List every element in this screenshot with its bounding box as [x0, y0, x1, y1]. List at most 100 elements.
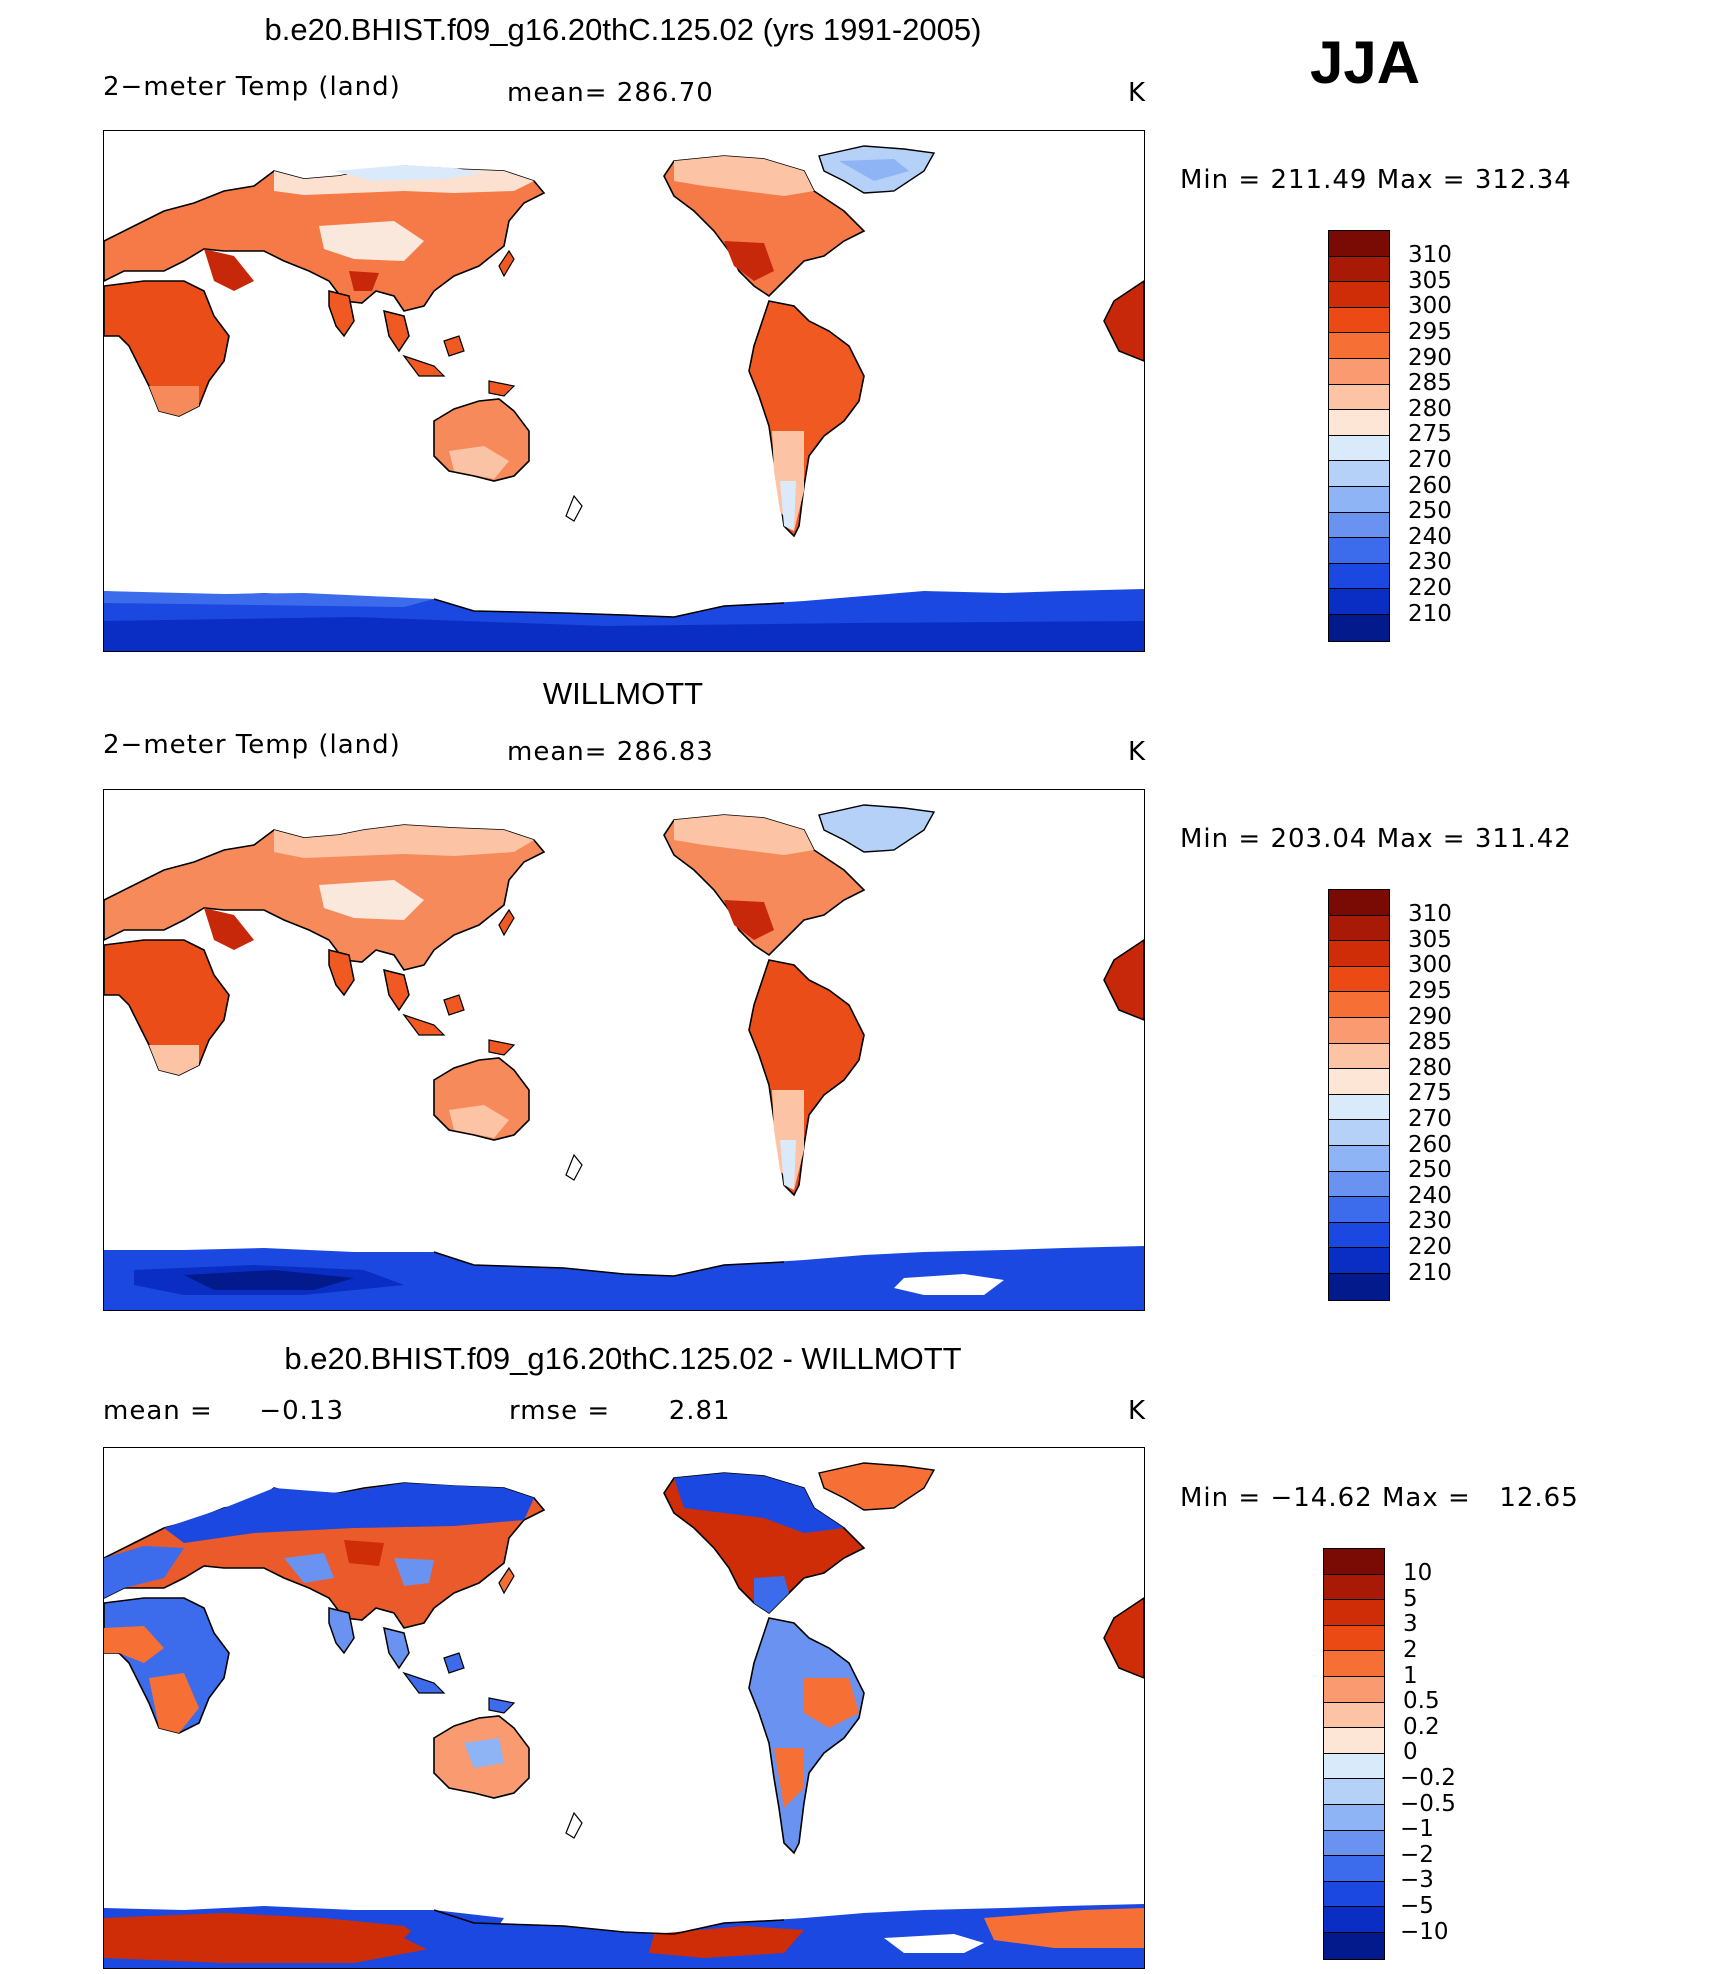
panel2-stat: mean= 286.83 — [507, 737, 714, 767]
colorbar-tick-label: −0.5 — [1400, 1790, 1456, 1817]
panel2-landmass — [104, 804, 1144, 1310]
panel1-title: b.e20.BHIST.f09_g16.20thC.125.02 (yrs 19… — [264, 12, 982, 47]
panel2-min-eq: = — [1238, 824, 1262, 854]
colorbar-swatch — [1329, 333, 1389, 359]
colorbar-swatch — [1329, 1120, 1389, 1146]
colorbar-swatch — [1329, 384, 1389, 411]
colorbar-tick-label: 230 — [1408, 1208, 1452, 1235]
colorbar-swatch — [1329, 941, 1389, 967]
colorbar-tick-label: 290 — [1408, 344, 1452, 371]
colorbar-swatch — [1329, 1017, 1389, 1044]
season-label: JJA — [1310, 29, 1421, 96]
panel1-min-label: Min — [1180, 165, 1230, 195]
panel1-max-label: Max — [1376, 165, 1434, 195]
panel1-min-value: 211.49 — [1270, 165, 1368, 195]
colorbar-tick-label: 220 — [1408, 1233, 1452, 1260]
colorbar-tick-label: 10 — [1403, 1560, 1433, 1587]
colorbar-swatch — [1329, 231, 1389, 257]
panel2-max-label: Max — [1376, 824, 1434, 854]
colorbar-swatch — [1329, 256, 1389, 283]
colorbar-swatch — [1329, 512, 1389, 539]
colorbar-tick-label: 285 — [1408, 1029, 1452, 1056]
colorbar-tick-label: −3 — [1400, 1867, 1434, 1894]
panel2-min-value: 203.04 — [1270, 824, 1368, 854]
colorbar-swatch — [1324, 1907, 1384, 1933]
colorbar-tick-label: 270 — [1408, 1105, 1452, 1132]
colorbar-swatch — [1324, 1779, 1384, 1805]
colorbar-swatch — [1324, 1676, 1384, 1703]
colorbar-tick-label: −10 — [1400, 1918, 1449, 1945]
colorbar-tick-label: 295 — [1408, 977, 1452, 1004]
colorbar-swatch — [1324, 1830, 1384, 1857]
panel3-map — [103, 1447, 1145, 1969]
panel3-colorbar — [1323, 1548, 1385, 1960]
colorbar-swatch — [1329, 307, 1389, 334]
panel1-max-eq: = — [1442, 165, 1466, 195]
panel1-min-eq: = — [1238, 165, 1262, 195]
panel3-stat2-value: 2.81 — [668, 1396, 731, 1426]
colorbar-tick-label: 0 — [1403, 1739, 1418, 1766]
panel3-max-label: Max — [1381, 1483, 1439, 1513]
colorbar-swatch — [1329, 461, 1389, 487]
colorbar-swatch — [1324, 1600, 1384, 1626]
colorbar-tick-label: 295 — [1408, 318, 1452, 345]
colorbar-swatch — [1324, 1728, 1384, 1754]
panel3-max-value: 12.65 — [1499, 1483, 1579, 1513]
colorbar-tick-label: 305 — [1408, 267, 1452, 294]
colorbar-swatch — [1329, 282, 1389, 308]
colorbar-swatch — [1324, 1932, 1384, 1959]
colorbar-tick-label: 280 — [1408, 395, 1452, 422]
panel3-title: b.e20.BHIST.f09_g16.20thC.125.02 - WILLM… — [284, 1341, 962, 1376]
panel1-landmass — [104, 145, 1144, 651]
panel1-variable: 2−meter Temp (land) — [103, 72, 401, 102]
colorbar-tick-label: 1 — [1403, 1662, 1418, 1689]
panel3-max-eq: = — [1447, 1483, 1471, 1513]
colorbar-tick-label: 230 — [1408, 549, 1452, 576]
colorbar-swatch — [1329, 1197, 1389, 1223]
colorbar-tick-label: 300 — [1408, 293, 1452, 320]
colorbar-tick-label: 290 — [1408, 1003, 1452, 1030]
colorbar-tick-label: 0.2 — [1403, 1713, 1440, 1740]
panel2-max-value: 311.42 — [1474, 824, 1572, 854]
colorbar-tick-label: 210 — [1408, 1259, 1452, 1286]
colorbar-swatch — [1329, 486, 1389, 513]
colorbar-swatch — [1329, 538, 1389, 564]
colorbar-swatch — [1324, 1625, 1384, 1652]
colorbar-swatch — [1329, 589, 1389, 615]
colorbar-swatch — [1324, 1574, 1384, 1601]
panel3-min-value: −14.62 — [1270, 1483, 1373, 1513]
panel1-stat: mean= 286.70 — [507, 78, 714, 108]
panel3-stat1: mean = −0.13 — [103, 1396, 344, 1426]
panel3-stat2: rmse = 2.81 — [509, 1396, 731, 1426]
colorbar-tick-label: 275 — [1408, 1080, 1452, 1107]
panel2-min-label: Min — [1180, 824, 1230, 854]
colorbar-tick-label: 260 — [1408, 1131, 1452, 1158]
colorbar-swatch — [1329, 563, 1389, 590]
colorbar-tick-label: 250 — [1408, 1157, 1452, 1184]
colorbar-tick-label: 240 — [1408, 523, 1452, 550]
colorbar-swatch — [1324, 1549, 1384, 1575]
panel3-minmax: Min = −14.62 Max = 12.65 — [1180, 1483, 1579, 1513]
colorbar-swatch — [1324, 1856, 1384, 1882]
colorbar-tick-label: −5 — [1400, 1892, 1434, 1919]
colorbar-swatch — [1329, 890, 1389, 916]
panel1-stat-value: 286.70 — [616, 78, 714, 108]
panel1-stat-label: mean= — [507, 78, 608, 108]
colorbar-tick-label: 220 — [1408, 574, 1452, 601]
colorbar-tick-label: 310 — [1408, 901, 1452, 928]
colorbar-swatch — [1329, 435, 1389, 462]
colorbar-tick-label: 300 — [1408, 952, 1452, 979]
panel2-stat-value: 286.83 — [616, 737, 714, 767]
colorbar-swatch — [1329, 1273, 1389, 1300]
panel3-stat1-label: mean = — [103, 1396, 213, 1426]
colorbar-tick-label: 0.5 — [1403, 1688, 1440, 1715]
colorbar-tick-label: 275 — [1408, 421, 1452, 448]
colorbar-swatch — [1329, 1043, 1389, 1070]
colorbar-swatch — [1324, 1804, 1384, 1831]
panel3-stat2-label: rmse = — [509, 1396, 611, 1426]
colorbar-tick-label: 270 — [1408, 446, 1452, 473]
colorbar-tick-label: 310 — [1408, 242, 1452, 269]
colorbar-tick-label: 260 — [1408, 472, 1452, 499]
panel3-units: K — [1128, 1396, 1147, 1426]
colorbar-swatch — [1324, 1881, 1384, 1908]
